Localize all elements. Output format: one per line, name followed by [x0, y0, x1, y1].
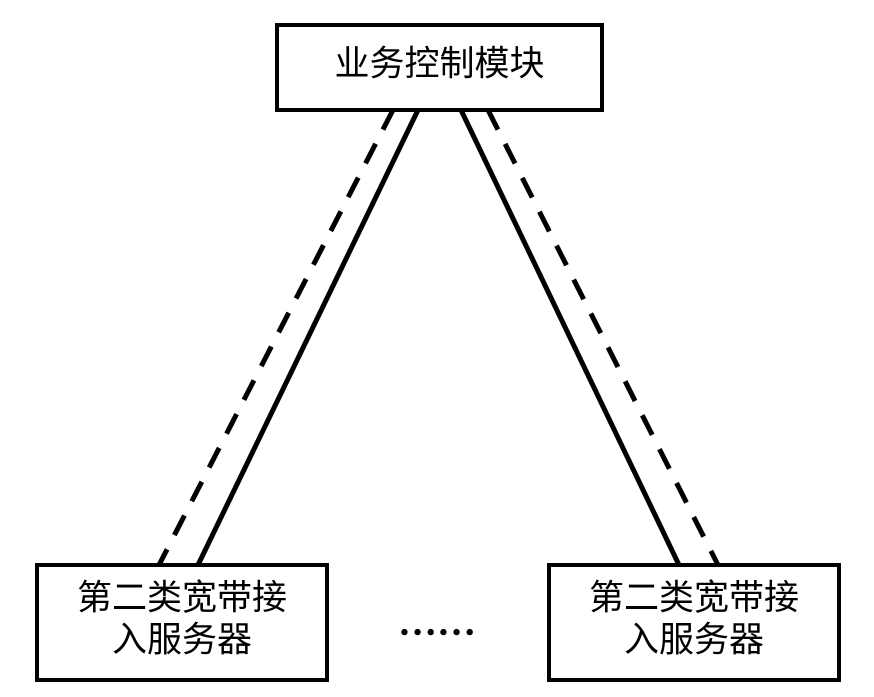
ellipsis: …… [398, 601, 476, 644]
edge-dashed [159, 110, 393, 565]
node-left: 第二类宽带接入服务器 [37, 565, 327, 680]
edge-solid [198, 110, 418, 565]
edge-dashed [488, 110, 718, 565]
edge-solid [461, 110, 679, 565]
node-top-label: 业务控制模块 [334, 45, 544, 84]
node-top: 业务控制模块 [277, 25, 602, 110]
node-right: 第二类宽带接入服务器 [549, 565, 839, 680]
